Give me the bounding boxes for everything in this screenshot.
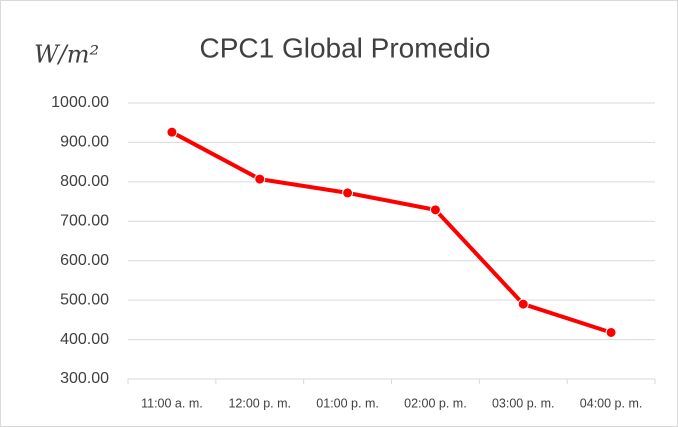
y-tick-label: 900.00	[60, 134, 109, 151]
y-tick-label: 700.00	[60, 213, 109, 230]
marker	[517, 298, 529, 310]
x-tick-label: 03:00 p. m.	[492, 396, 555, 410]
y-axis-label: W/m²	[34, 41, 99, 69]
y-tick-label: 600.00	[60, 252, 109, 269]
marker	[342, 187, 354, 199]
y-tick-label: 400.00	[60, 331, 109, 348]
y-tick-label: 300.00	[60, 370, 109, 387]
x-tick-label: 11:00 a. m.	[141, 396, 203, 410]
x-tick-label: 01:00 p. m.	[316, 396, 379, 410]
x-tick-label: 04:00 p. m.	[580, 396, 643, 410]
marker	[429, 204, 441, 216]
x-tick-label: 12:00 p. m.	[228, 396, 291, 410]
line	[170, 130, 612, 335]
chart-title: CPC1 Global Promedio	[199, 32, 490, 63]
marker	[605, 326, 617, 338]
x-tick-label: 02:00 p. m.	[404, 396, 467, 410]
y-tick-label: 800.00	[60, 173, 109, 190]
marker	[166, 126, 178, 138]
y-tick-label: 1000.00	[51, 94, 109, 111]
marker	[254, 173, 266, 185]
y-tick-label: 500.00	[60, 291, 109, 308]
